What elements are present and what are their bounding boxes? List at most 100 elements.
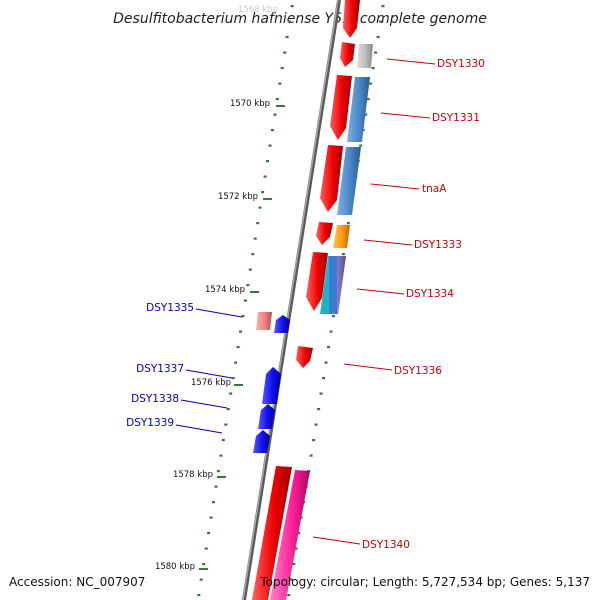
- gene-label-dsy1330[interactable]: DSY1330: [437, 58, 485, 70]
- gene-feature-dsy1340-magenta[interactable]: [270, 470, 310, 600]
- tick-mark-outer: [379, 20, 383, 23]
- ruler-label-1570: 1570 kbp: [230, 99, 270, 109]
- ruler: 1568 kbp 1570 kbp 1572 kbp 1574 kbp 1576…: [155, 5, 285, 572]
- tick-mark-outer: [324, 361, 328, 364]
- tick-mark-inner: [266, 160, 269, 163]
- tick-mark-inner: [241, 315, 245, 318]
- tick-mark-outer: [292, 563, 296, 566]
- tick-mark-inner: [202, 563, 206, 566]
- tick-mark-outer: [287, 594, 291, 597]
- gene-feature-dsy1335-blue[interactable]: [274, 315, 290, 333]
- tick-mark-outer: [314, 423, 318, 426]
- tick-mark-inner: [226, 408, 230, 411]
- tick-mark-inner: [290, 5, 294, 8]
- gene-label-dsy1337[interactable]: DSY1337: [136, 363, 184, 375]
- tick-mark-inner: [253, 237, 257, 240]
- gene-feature-tnaa-blue[interactable]: [337, 147, 361, 215]
- gene-label-dsy1340[interactable]: DSY1340: [362, 539, 410, 551]
- tick-mark-inner: [209, 516, 213, 519]
- gene-feature-top-red-2[interactable]: [340, 42, 355, 67]
- gene-feature-dsy1331-blue[interactable]: [347, 77, 370, 142]
- tick-mark-inner: [197, 594, 201, 597]
- tick-mark-outer: [297, 532, 301, 535]
- tick-mark-inner: [285, 36, 289, 39]
- tick-mark-inner: [275, 98, 279, 101]
- tick-mark-inner: [234, 361, 238, 364]
- gene-feature-dsy1333-orange[interactable]: [333, 225, 350, 248]
- gene-feature-dsy1340-red[interactable]: [252, 466, 292, 600]
- gene-feature-top-red[interactable]: [343, 0, 360, 38]
- tick-mark-outer: [329, 330, 333, 333]
- tick-mark-outer: [294, 547, 298, 550]
- reverse-strand-features: [253, 312, 290, 453]
- reverse-gene-labels: DSY1335 DSY1337 DSY1338 DSY1339: [126, 302, 243, 434]
- tick-mark-inner: [248, 268, 252, 271]
- genome-backbone: [242, 0, 341, 600]
- tick-mark-outer: [374, 51, 378, 54]
- tick-mark-outer: [312, 439, 316, 442]
- forward-strand-features: [252, 0, 373, 600]
- gene-feature-dsy1339-blue[interactable]: [253, 430, 270, 453]
- tick-track-inner: [197, 5, 294, 597]
- gene-label-dsy1339[interactable]: DSY1339: [126, 417, 174, 429]
- tick-mark-inner: [273, 113, 277, 116]
- tick-mark-inner: [280, 67, 284, 70]
- tick-mark-outer: [322, 377, 325, 380]
- gene-feature-dsy1334-multi[interactable]: [320, 256, 346, 314]
- gene-feature-dsy1333-red[interactable]: [316, 222, 333, 245]
- tick-mark-inner: [261, 191, 265, 194]
- tick-mark-outer: [359, 144, 363, 147]
- gene-label-dsy1338[interactable]: DSY1338: [131, 393, 179, 405]
- forward-gene-labels: DSY1330 DSY1331 tnaA DSY1333 DSY1334 DSY…: [312, 58, 485, 551]
- tick-mark-outer: [341, 253, 345, 256]
- gene-feature-dsy1331-red[interactable]: [330, 75, 352, 140]
- gene-label-dsy1336[interactable]: DSY1336: [394, 365, 442, 377]
- tick-mark-inner: [278, 82, 282, 85]
- tick-mark-outer: [364, 113, 368, 116]
- tick-mark-outer: [289, 578, 293, 581]
- ruler-label-1574: 1574 kbp: [205, 285, 245, 295]
- tick-mark-inner: [199, 578, 203, 581]
- gene-label-dsy1335[interactable]: DSY1335: [146, 302, 194, 314]
- tick-mark-outer: [327, 346, 330, 349]
- gene-label-tnaa[interactable]: tnaA: [422, 183, 447, 195]
- gene-label-dsy1333[interactable]: DSY1333: [414, 239, 462, 251]
- tick-mark-inner: [256, 222, 260, 225]
- gene-feature-dsy1335-pink[interactable]: [256, 312, 272, 330]
- tick-mark-inner: [263, 175, 267, 178]
- ruler-label-1578: 1578 kbp: [173, 470, 213, 480]
- tick-mark-outer: [369, 82, 373, 85]
- tick-mark-outer: [331, 315, 335, 318]
- ruler-label-1580: 1580 kbp: [155, 562, 195, 572]
- tick-mark-inner: [216, 470, 220, 473]
- gene-feature-dsy1336-red[interactable]: [296, 346, 313, 368]
- map-title: Desulfitobacterium hafniense Y51, comple…: [113, 11, 487, 27]
- tick-mark-inner: [246, 284, 250, 287]
- tick-mark-inner: [268, 144, 272, 147]
- tick-mark-inner: [214, 485, 218, 488]
- gene-feature-dsy1334-red[interactable]: [306, 252, 328, 311]
- tick-mark-outer: [319, 392, 323, 395]
- tick-mark-inner: [231, 377, 235, 380]
- gene-label-dsy1331[interactable]: DSY1331: [432, 112, 480, 124]
- tick-mark-inner: [229, 392, 233, 395]
- tick-mark-inner: [258, 206, 262, 209]
- tick-mark-inner: [239, 330, 242, 333]
- tick-mark-inner: [243, 299, 247, 302]
- tick-mark-inner: [212, 501, 215, 504]
- ruler-label-1576: 1576 kbp: [191, 378, 231, 388]
- gene-feature-top-gray[interactable]: [357, 44, 373, 68]
- gene-feature-tnaa-red[interactable]: [320, 145, 343, 212]
- gene-feature-dsy1338-blue[interactable]: [258, 404, 275, 429]
- tick-mark-inner: [207, 532, 211, 535]
- tick-mark-inner: [224, 423, 228, 426]
- ruler-label-1568: 1568 kbp: [238, 5, 278, 15]
- tick-mark-outer: [346, 222, 350, 225]
- ruler-label-1572: 1572 kbp: [218, 192, 258, 202]
- tick-mark-outer: [371, 67, 375, 70]
- tick-mark-inner: [283, 51, 287, 54]
- gene-feature-dsy1337-blue[interactable]: [262, 367, 281, 404]
- gene-label-dsy1334[interactable]: DSY1334: [406, 288, 454, 300]
- tick-mark-outer: [366, 98, 370, 101]
